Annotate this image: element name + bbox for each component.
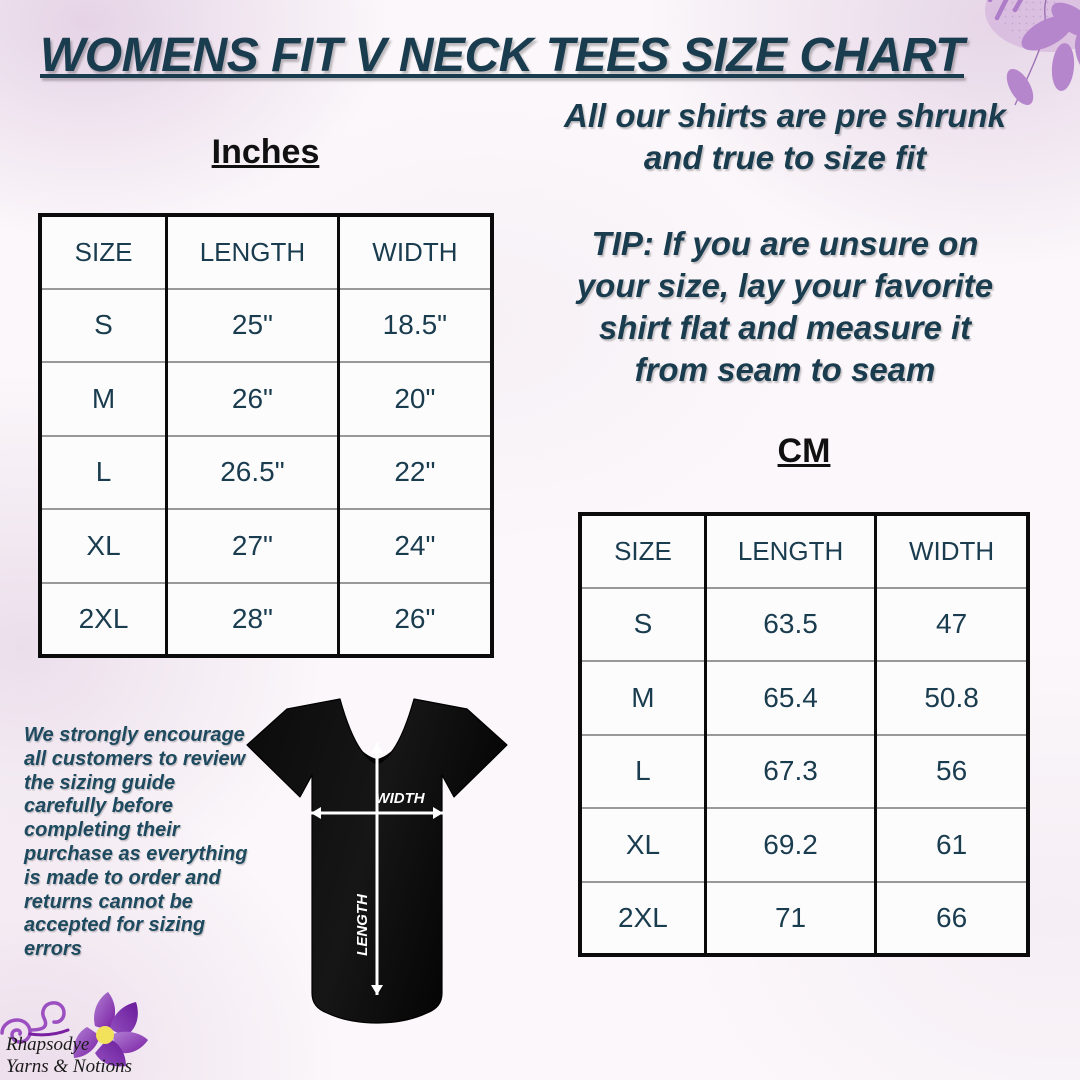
svg-text:WIDTH: WIDTH — [375, 790, 425, 807]
svg-text:LENGTH: LENGTH — [354, 893, 371, 956]
